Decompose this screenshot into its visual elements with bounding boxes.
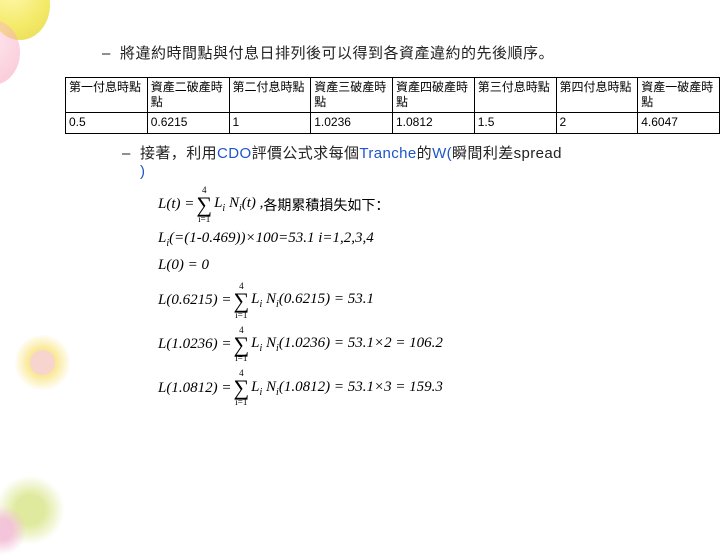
col-h4: 資產三破產時點 (311, 78, 393, 113)
col-h2: 資產二破產時點 (147, 78, 229, 113)
b2-mid: 評價公式求每個 (252, 145, 360, 162)
formula-2: Li(=(1-0.469))×100=53.1 i=1,2,3,4 (158, 230, 690, 250)
formula-block: L(t) = 4 ∑ i=1 Li Ni(t) , 各期累積損失如下： Li(=… (158, 186, 690, 407)
col-h7: 第四付息時點 (556, 78, 638, 113)
col-h3: 第二付息時點 (229, 78, 311, 113)
table-header-row: 第一付息時點 資產二破產時點 第二付息時點 資產三破產時點 資產四破產時點 第三… (66, 78, 720, 113)
cell-8: 4.6047 (638, 113, 720, 134)
formula-6: L(1.0812) = 4∑i=1 Li Ni(1.0812) = 53.1×3… (158, 369, 690, 407)
default-timeline-table: 第一付息時點 資產二破產時點 第二付息時點 資產三破產時點 資產四破產時點 第三… (65, 77, 720, 134)
b2-pre: 接著，利用 (140, 145, 217, 162)
cell-4: 1.0236 (311, 113, 393, 134)
f1-trail: 各期累積損失如下： (263, 195, 389, 215)
dash-icon: – (122, 145, 140, 162)
cell-5: 1.0812 (393, 113, 475, 134)
sigma-icon: 4∑i=1 (233, 369, 249, 407)
cell-3: 1 (229, 113, 311, 134)
cell-7: 2 (556, 113, 638, 134)
bullet-1: –將違約時間點與付息日排列後可以得到各資產違約的先後順序。 (102, 42, 690, 63)
formula-1: L(t) = 4 ∑ i=1 Li Ni(t) , 各期累積損失如下： (158, 186, 690, 224)
deco-flower-bottom (0, 475, 65, 545)
sigma-icon: 4∑i=1 (233, 326, 249, 364)
f1-li: Li Ni(t) , (214, 195, 263, 214)
b2-cdo: CDO (217, 145, 252, 162)
formula-5: L(1.0236) = 4∑i=1 Li Ni(1.0236) = 53.1×2… (158, 326, 690, 364)
f1-lhs: L(t) = (158, 196, 194, 213)
b2-end: ) (140, 163, 145, 180)
cell-2: 0.6215 (147, 113, 229, 134)
slide-content: –將違約時間點與付息日排列後可以得到各資產違約的先後順序。 第一付息時點 資產二… (0, 0, 720, 413)
sigma-icon: 4∑i=1 (233, 282, 249, 320)
formula-3: L(0) = 0 (158, 256, 690, 276)
col-h1: 第一付息時點 (66, 78, 148, 113)
cell-6: 1.5 (474, 113, 556, 134)
table-data-row: 0.5 0.6215 1 1.0236 1.0812 1.5 2 4.6047 (66, 113, 720, 134)
dash-icon: – (102, 45, 120, 62)
col-h6: 第三付息時點 (474, 78, 556, 113)
b2-w: 的W( (417, 145, 452, 162)
b2-spread: 瞬間利差spread (452, 145, 562, 162)
bullet-2: –接著，利用CDO評價公式求每個Tranche的W(瞬間利差spread) (122, 142, 690, 180)
col-h5: 資產四破產時點 (393, 78, 475, 113)
formula-4: L(0.6215) = 4∑i=1 Li Ni(0.6215) = 53.1 (158, 282, 690, 320)
cell-1: 0.5 (66, 113, 148, 134)
b2-tranche: Tranche (359, 145, 416, 162)
bullet-1-text: 將違約時間點與付息日排列後可以得到各資產違約的先後順序。 (120, 45, 554, 62)
sigma-icon: 4 ∑ i=1 (196, 186, 212, 224)
col-h8: 資產一破產時點 (638, 78, 720, 113)
